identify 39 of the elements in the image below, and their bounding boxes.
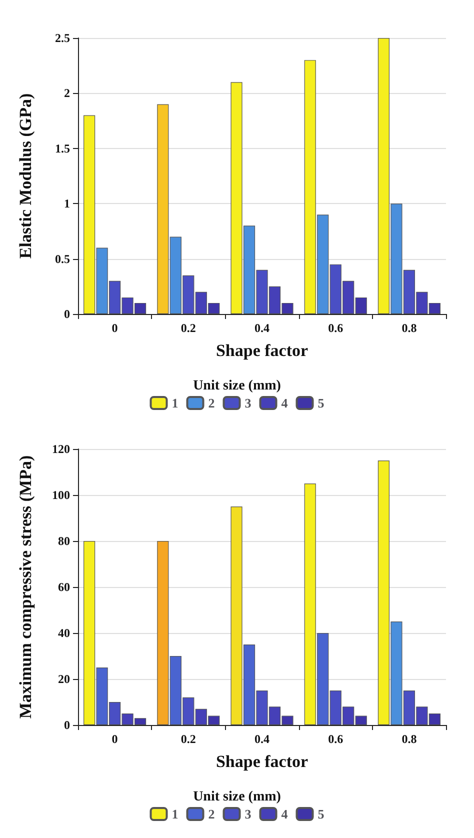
y-tick-label: 2.5 xyxy=(55,31,70,45)
y-tick-label: 0 xyxy=(64,718,70,732)
x-tick-label: 0.2 xyxy=(180,732,196,746)
x-axis-title: Shape factor xyxy=(216,341,308,360)
legend-label: 3 xyxy=(244,396,252,410)
y-tick-label: 0 xyxy=(64,307,70,321)
legend-label: 5 xyxy=(318,396,325,410)
x-tick-label: 0 xyxy=(112,732,118,746)
x-tick-label: 0.4 xyxy=(254,321,270,335)
y-tick-label: 20 xyxy=(58,672,70,686)
y-tick-label: 40 xyxy=(58,626,70,640)
legend-label: 4 xyxy=(281,806,288,822)
y-tick-label: 60 xyxy=(58,580,70,594)
y-axis-title: Elastic Modulus (GPa) xyxy=(16,93,35,259)
y-tick-label: 2 xyxy=(64,86,70,100)
x-axis-title: Shape factor xyxy=(216,752,308,771)
legend-title: Unit size (mm) xyxy=(193,790,282,804)
legend-label: 4 xyxy=(281,396,288,410)
legend-label: 3 xyxy=(244,806,252,822)
y-tick-label: 80 xyxy=(58,534,70,548)
y-tick-label: 100 xyxy=(52,488,70,502)
legend-label: 5 xyxy=(318,806,325,822)
x-tick-label: 0.2 xyxy=(180,321,196,335)
legend-label: 1 xyxy=(172,806,178,822)
legend-label: 1 xyxy=(172,396,178,410)
legend-title: Unit size (mm) xyxy=(193,378,282,394)
x-tick-label: 0.8 xyxy=(402,321,417,335)
y-tick-label: 1 xyxy=(64,196,70,211)
x-tick-label: 0.4 xyxy=(254,732,270,746)
legend-label: 2 xyxy=(208,806,215,822)
y-tick-label: 120 xyxy=(52,442,70,456)
legend-label: 2 xyxy=(208,396,215,410)
x-tick-label: 0.6 xyxy=(328,321,344,335)
x-tick-label: 0 xyxy=(112,321,118,335)
x-tick-label: 0.8 xyxy=(402,732,417,746)
x-tick-label: 0.6 xyxy=(328,732,344,746)
y-tick-label: 0.5 xyxy=(55,252,70,266)
y-axis-title: Maximum compressive stress (MPa) xyxy=(16,455,35,719)
y-tick-label: 1.5 xyxy=(55,141,70,156)
